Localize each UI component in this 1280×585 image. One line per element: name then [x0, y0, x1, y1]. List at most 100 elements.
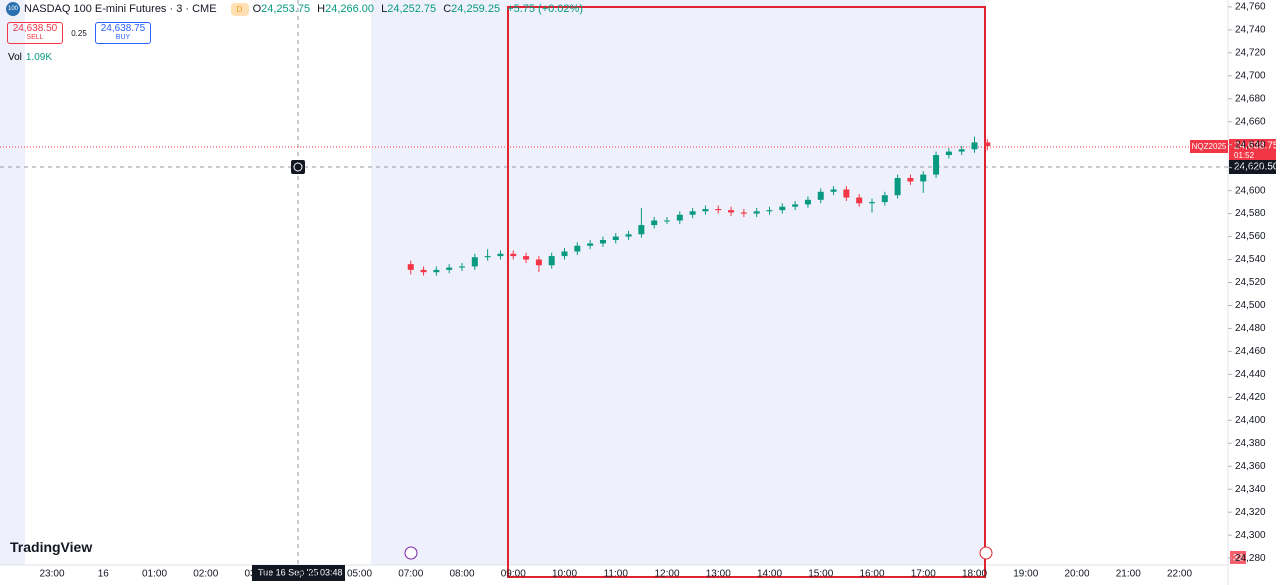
sell-label: SELL — [26, 34, 44, 41]
crosshair-plus[interactable] — [291, 160, 305, 174]
y-tick-label: 24,620 — [1235, 162, 1266, 173]
x-tick-label: 02:00 — [193, 569, 218, 580]
ohlc-key: C — [443, 3, 452, 15]
countdown: 01:52 — [1234, 151, 1255, 160]
y-tick-label: 24,440 — [1235, 369, 1266, 380]
candle-body — [702, 209, 709, 212]
y-tick-label: 24,360 — [1235, 461, 1266, 472]
y-tick-label: 24,600 — [1235, 185, 1266, 196]
trade-buttons: 24,638.50 SELL 0.25 24,638.75 BUY — [7, 22, 151, 44]
candle-body — [676, 214, 683, 221]
y-tick-label: 24,640 — [1235, 139, 1266, 150]
x-tick-label: 05:00 — [347, 569, 372, 580]
candle-body — [651, 220, 658, 226]
event-marker[interactable] — [404, 546, 418, 560]
y-tick-label: 24,580 — [1235, 208, 1266, 219]
sell-price: 24,638.50 — [12, 23, 58, 34]
session-shade — [0, 0, 25, 565]
x-tick-label: 14:00 — [757, 569, 782, 580]
candle-body — [971, 142, 978, 150]
candle-body — [535, 259, 542, 266]
x-tick-label: 10:00 — [552, 569, 577, 580]
candle-body — [420, 269, 427, 273]
candle-body — [497, 253, 504, 257]
y-tick-label: 24,340 — [1235, 484, 1266, 495]
y-tick-label: 24,380 — [1235, 438, 1266, 449]
buy-label: BUY — [115, 34, 131, 41]
candle-body — [958, 149, 965, 152]
x-tick-label: 15:00 — [808, 569, 833, 580]
candle-body — [817, 191, 824, 200]
volume-label: Vol — [8, 52, 22, 63]
x-tick-label: 18:00 — [962, 569, 987, 580]
ohlc-value: 24,259.25 — [451, 3, 501, 15]
event-marker[interactable] — [979, 546, 993, 560]
candle-body — [548, 256, 555, 266]
y-tick-label: 24,400 — [1235, 415, 1266, 426]
y-tick-label: 24,280 — [1235, 553, 1266, 564]
candle-body — [407, 264, 414, 270]
candle-body — [843, 189, 850, 198]
candle-body — [599, 240, 606, 244]
y-tick-label: 24,480 — [1235, 323, 1266, 334]
candle-body — [433, 269, 440, 273]
candle-body — [945, 151, 952, 156]
candle-body — [484, 256, 491, 258]
symbol-badge — [1190, 140, 1228, 153]
ohlc-legend: O24,253.75 H24,266.00 L24,252.75 C24,259… — [253, 3, 587, 15]
x-tick-label: 09:00 — [501, 569, 526, 580]
candle-body — [510, 253, 517, 257]
candle-body — [561, 251, 568, 257]
symbol-title[interactable]: NASDAQ 100 E-mini Futures · 3 · CME — [24, 3, 217, 15]
candle-body — [856, 197, 863, 204]
candle-body — [638, 225, 645, 235]
candle-body — [740, 212, 747, 214]
y-tick-label: 24,320 — [1235, 507, 1266, 518]
y-tick-label: 24,420 — [1235, 392, 1266, 403]
candle-body — [446, 267, 453, 270]
buy-price: 24,638.75 — [100, 23, 146, 34]
candle-body — [920, 174, 927, 182]
crosshair-clock: 03:48 — [320, 567, 343, 577]
x-tick-label: 21:00 — [1116, 569, 1141, 580]
x-tick-label: 16 — [98, 569, 110, 580]
y-tick-label: 24,560 — [1235, 231, 1266, 242]
candle-body — [779, 206, 786, 211]
x-tick-label: 12:00 — [654, 569, 679, 580]
symbol-badge-text: NQZ2025 — [1192, 142, 1227, 151]
y-tick-label: 24,460 — [1235, 346, 1266, 357]
candle-body — [792, 204, 799, 207]
y-tick-label: 24,500 — [1235, 300, 1266, 311]
logo: TradingView — [10, 539, 92, 555]
crosshair-plus-icon — [293, 162, 303, 172]
buy-button[interactable]: 24,638.75 BUY — [95, 22, 151, 44]
candle-body — [625, 234, 632, 237]
candle-body — [830, 189, 837, 192]
candle-body — [894, 177, 901, 196]
crosshair-price: 24,620.50 — [1234, 162, 1279, 173]
x-tick-label: 11:00 — [604, 569, 629, 580]
sell-button[interactable]: 24,638.50 SELL — [7, 22, 63, 44]
spread: 0.25 — [71, 28, 87, 38]
candle-body — [881, 195, 888, 203]
x-tick-label: 07:00 — [398, 569, 423, 580]
y-tick-label: 24,700 — [1235, 70, 1266, 81]
y-tick-label: 24,680 — [1235, 93, 1266, 104]
y-tick-label: 24,720 — [1235, 47, 1266, 58]
candle-body — [933, 155, 940, 175]
symbol-header: 100 NASDAQ 100 E-mini Futures · 3 · CME … — [6, 2, 587, 16]
candle-body — [907, 177, 914, 182]
symbol-icon: 100 — [6, 2, 20, 16]
crosshair-time-badge — [252, 565, 345, 581]
ohlc-key: L — [381, 3, 388, 15]
ohlc-key: O — [252, 3, 262, 15]
candle-body — [728, 210, 735, 213]
interval-badge: D — [230, 2, 249, 16]
candle-body — [664, 220, 670, 222]
x-tick-label: 17:00 — [911, 569, 936, 580]
x-tick-label: 03:00 — [244, 569, 269, 580]
x-tick-label: 20:00 — [1064, 569, 1089, 580]
y-tick-label: 24,520 — [1235, 277, 1266, 288]
